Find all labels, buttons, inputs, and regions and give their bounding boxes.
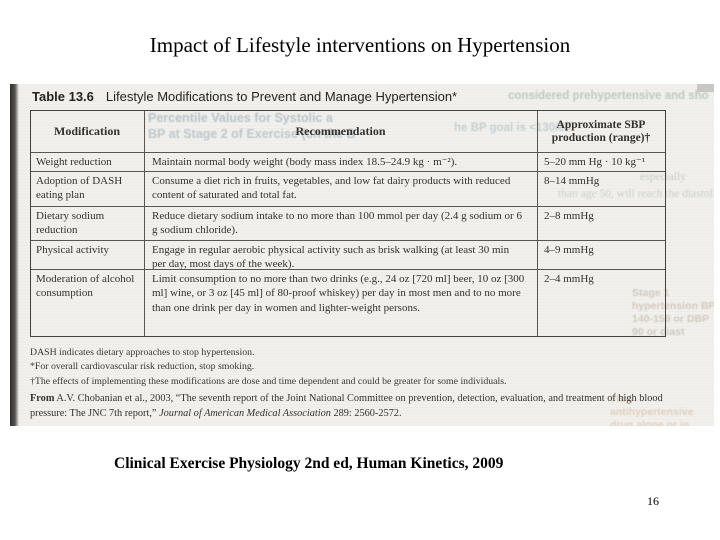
table-row-modification: Dietary sodium reduction — [31, 207, 145, 241]
table-row-recommendation: Reduce dietary sodium intake to no more … — [145, 207, 538, 241]
lifestyle-modifications-table: Modification Recommendation Approximate … — [30, 110, 666, 337]
table-caption-number: Table 13.6 — [32, 89, 94, 104]
scan-corner-artifact — [697, 84, 714, 92]
column-header-modification: Modification — [31, 111, 145, 153]
table-footnotes: DASH indicates dietary approaches to sto… — [30, 346, 678, 422]
column-header-recommendation: Recommendation — [145, 111, 538, 153]
table-row-recommendation: Consume a diet rich in fruits, vegetable… — [145, 172, 538, 207]
footnote-asterisk: *For overall cardiovascular risk reducti… — [30, 361, 255, 373]
table-row-sbp-value: 2–8 mmHg — [538, 207, 665, 241]
source-journal-name: Journal of American Medical Association — [159, 408, 331, 420]
table-row-recommendation: Maintain normal body weight (body mass i… — [145, 153, 538, 172]
table-row-sbp-value: 5–20 mm Hg · 10 kg⁻¹ — [538, 153, 665, 172]
table-caption-title: Lifestyle Modifications to Prevent and M… — [105, 89, 458, 104]
table-row-modification: Moderation of alcohol consumption — [31, 270, 145, 336]
scan-left-edge-shadow — [10, 84, 19, 426]
source-from-label: From — [30, 393, 55, 405]
slide-title: Impact of Lifestyle interventions on Hyp… — [149, 33, 571, 57]
table-row-modification: Adoption of DASH eating plan — [31, 172, 145, 207]
slide-page-number: 16 — [647, 494, 659, 508]
table-row-recommendation: Limit consumption to no more than two dr… — [145, 270, 538, 336]
column-header-sbp-reduction: Approximate SBP production (range)† — [538, 111, 665, 153]
table-row-sbp-value: 2–4 mmHg — [544, 273, 594, 285]
table-source-credit: From A.V. Chobanian et al., 2003, “The s… — [30, 392, 670, 422]
scanned-table-image: considered prehypertensive and sho Perce… — [10, 84, 714, 426]
table-row-modification: Physical activity — [31, 241, 145, 270]
table-row-modification: Weight reduction — [31, 153, 145, 172]
table-row-recommendation: Engage in regular aerobic physical activ… — [145, 241, 538, 270]
book-citation: Clinical Exercise Physiology 2nd ed, Hum… — [114, 455, 504, 472]
source-text: A.V. Chobanian et al., 2003, “The sevent… — [30, 393, 663, 420]
table-caption: Table 13.6 Lifestyle Modifications to Pre… — [32, 89, 632, 105]
source-tail: 289: 2560-2572. — [330, 408, 402, 420]
footnote-dagger: †The effects of implementing these modif… — [30, 375, 507, 387]
table-row-sbp-value: 8–14 mmHg — [538, 172, 665, 207]
footnote-dash: DASH indicates dietary approaches to sto… — [30, 347, 255, 358]
table-row-sbp-value: 4–9 mmHg — [538, 241, 665, 270]
